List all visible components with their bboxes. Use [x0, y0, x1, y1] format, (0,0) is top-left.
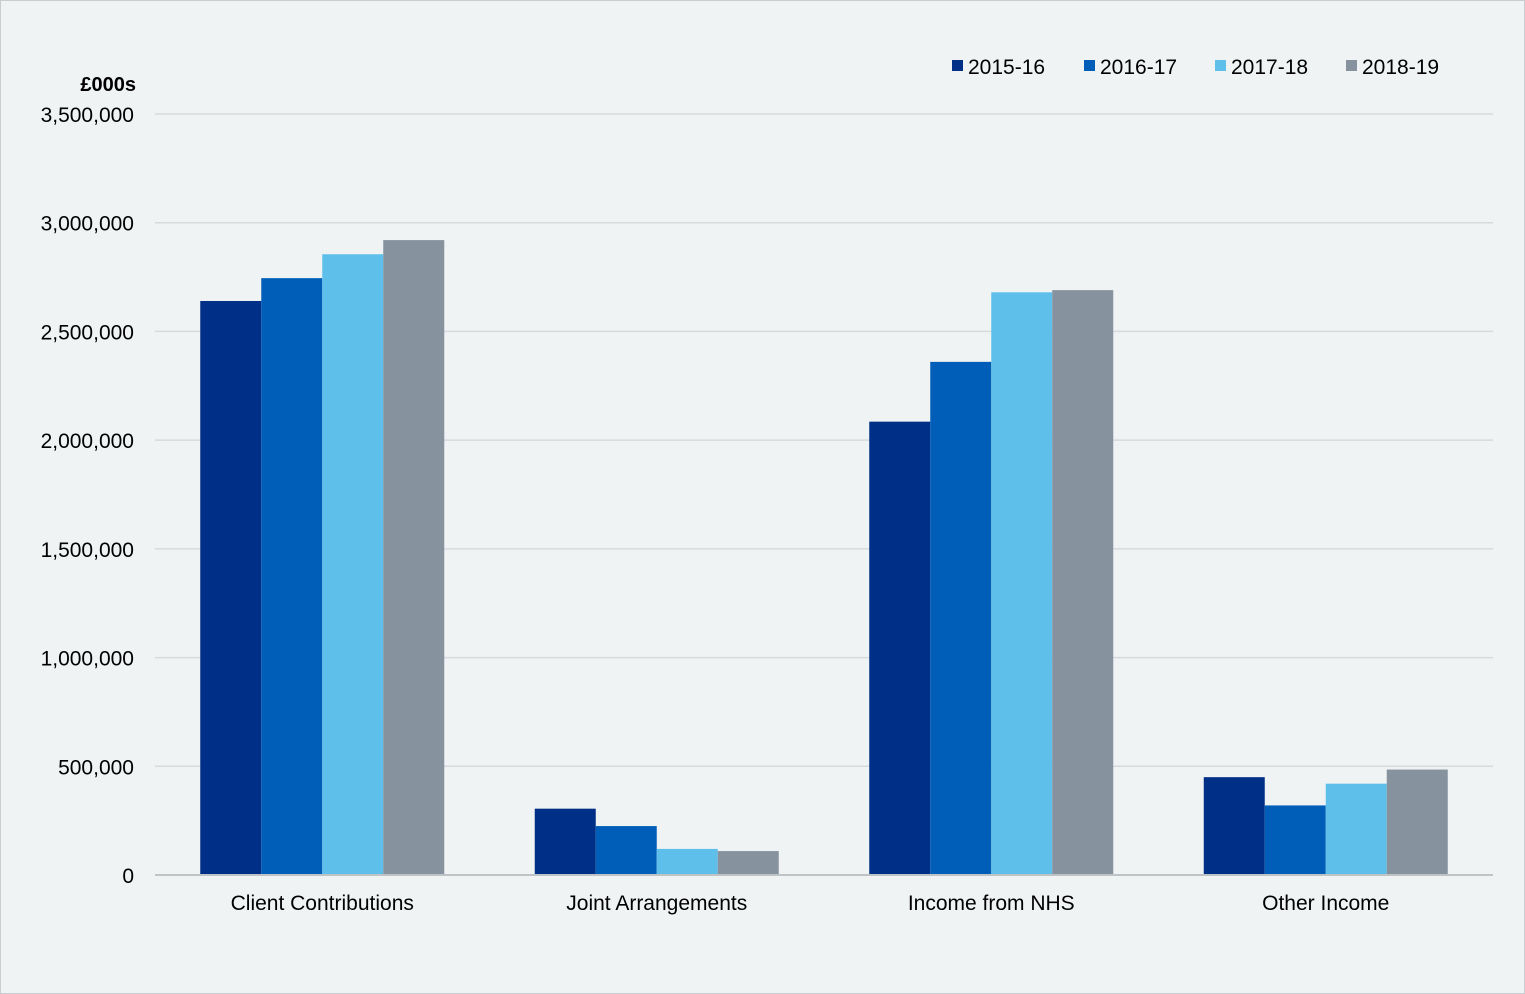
legend-label: 2016-17: [1100, 56, 1177, 79]
bar: [717, 851, 779, 875]
bar: [930, 361, 992, 876]
y-tick-label: 1,500,000: [41, 539, 134, 562]
y-tick-label: 500,000: [58, 756, 134, 779]
bar: [261, 278, 323, 875]
bar: [656, 848, 718, 875]
x-tick-label: Joint Arrangements: [566, 892, 747, 915]
legend-label: 2015-16: [968, 56, 1045, 79]
legend-swatch: [1346, 60, 1357, 71]
bar: [383, 240, 445, 875]
x-axis-labels: Client Contributions Joint Arrangements In…: [231, 892, 1390, 915]
bar: [200, 300, 262, 875]
y-axis-unit-label: £000s: [80, 74, 136, 96]
y-tick-label: 3,000,000: [41, 213, 134, 236]
y-tick-label: 2,500,000: [41, 321, 134, 344]
bar: [322, 254, 384, 875]
legend-label: 2017-18: [1231, 56, 1308, 79]
y-tick-label: 2,000,000: [41, 430, 134, 453]
bar: [1052, 290, 1114, 875]
bar: [534, 808, 596, 875]
bar: [869, 421, 931, 875]
x-tick-label: Client Contributions: [231, 892, 414, 915]
y-tick-label: 3,500,000: [41, 104, 134, 127]
x-tick-label: Income from NHS: [908, 892, 1075, 915]
bar: [1325, 783, 1387, 875]
legend-swatch: [952, 60, 963, 71]
legend-swatch: [1215, 60, 1226, 71]
bar: [1386, 769, 1448, 875]
bars: [200, 240, 1448, 876]
bar: [1264, 805, 1326, 875]
legend-swatch: [1084, 60, 1095, 71]
y-tick-label: 0: [122, 865, 134, 888]
bar: [991, 292, 1053, 875]
legend-label: 2018-19: [1362, 56, 1439, 79]
legend: 2015-16 2016-17 2017-18 2018-19: [952, 56, 1439, 79]
bar: [595, 826, 657, 875]
x-tick-label: Other Income: [1262, 892, 1389, 915]
y-tick-label: 1,000,000: [41, 648, 134, 671]
y-axis-ticks: 0 500,000 1,000,000 1,500,000 2,000,000 2,500…: [41, 104, 134, 888]
bar: [1203, 777, 1265, 875]
